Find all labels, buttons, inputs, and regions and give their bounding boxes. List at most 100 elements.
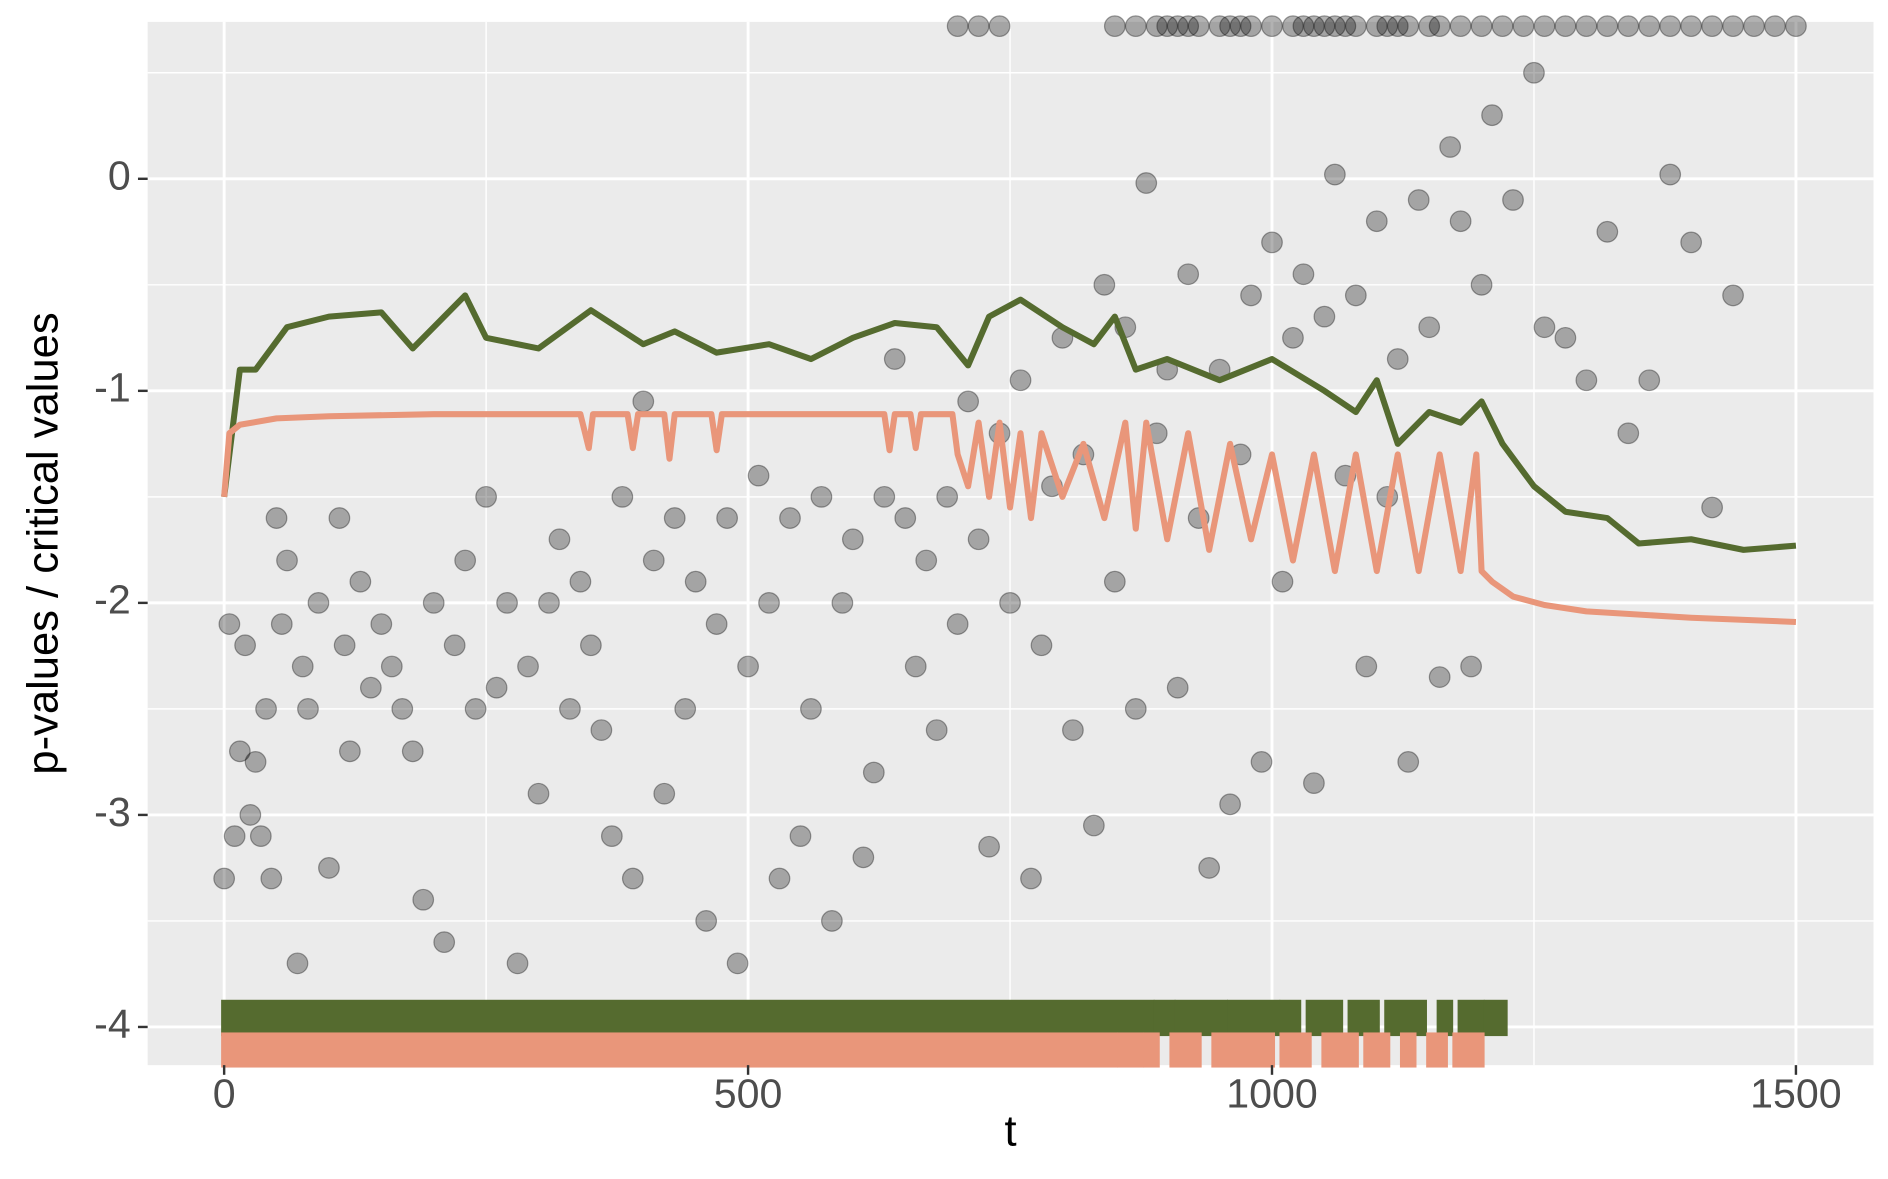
point	[1397, 751, 1420, 773]
y-tick-label: 0	[108, 153, 131, 199]
point	[249, 825, 272, 848]
point	[401, 740, 424, 763]
point	[538, 591, 560, 614]
point	[496, 591, 518, 614]
point	[611, 485, 634, 508]
point	[1491, 15, 1514, 38]
point	[1533, 15, 1556, 38]
point	[789, 825, 812, 848]
y-tick-label: -2	[94, 577, 131, 623]
point	[218, 613, 241, 635]
point	[1680, 231, 1703, 254]
rug-mark	[1347, 999, 1380, 1037]
point	[1219, 793, 1241, 816]
point	[1303, 772, 1325, 795]
point	[1187, 15, 1210, 38]
x-tick-label: 0	[213, 1070, 236, 1116]
point	[422, 591, 445, 614]
point	[1365, 15, 1388, 38]
point	[1523, 61, 1545, 84]
rug-mark	[1279, 999, 1302, 1037]
point	[1418, 316, 1441, 339]
point	[1659, 163, 1682, 186]
marks	[213, 15, 1807, 1068]
point	[1533, 316, 1556, 339]
point	[1240, 15, 1262, 38]
point	[904, 655, 927, 678]
point	[1407, 189, 1430, 211]
point	[380, 655, 403, 678]
point	[1397, 15, 1420, 38]
point	[684, 570, 707, 593]
point	[747, 464, 770, 487]
x-tick-label: 1000	[1226, 1070, 1317, 1116]
point	[213, 867, 236, 890]
point	[1344, 284, 1367, 307]
point	[1680, 15, 1703, 38]
point	[967, 15, 990, 38]
rug-mark	[1457, 999, 1485, 1037]
point	[726, 952, 749, 975]
point	[674, 698, 697, 720]
rug-mark	[1384, 999, 1427, 1037]
point	[359, 676, 382, 699]
point	[1470, 273, 1493, 296]
point	[223, 825, 246, 848]
point	[1638, 15, 1661, 38]
point	[1617, 422, 1640, 445]
point	[695, 910, 718, 932]
rug-mark	[1305, 999, 1344, 1037]
point	[307, 591, 330, 614]
point	[1481, 104, 1503, 127]
point	[821, 910, 843, 932]
point	[1124, 698, 1147, 720]
point	[1460, 655, 1482, 678]
point	[1124, 15, 1147, 38]
point	[1271, 570, 1294, 593]
point	[1020, 867, 1042, 890]
point	[883, 348, 906, 370]
point	[517, 655, 539, 678]
point	[663, 507, 686, 529]
point	[1365, 210, 1388, 233]
point	[1449, 15, 1472, 38]
point	[852, 846, 875, 869]
point	[464, 698, 487, 720]
point	[1659, 15, 1682, 38]
point	[265, 507, 288, 529]
point	[1355, 655, 1378, 678]
point	[1166, 15, 1189, 38]
point	[1177, 15, 1200, 38]
point	[768, 867, 791, 890]
point	[1229, 15, 1252, 38]
point	[1439, 136, 1462, 158]
point	[328, 507, 351, 529]
point	[1323, 15, 1346, 38]
point	[873, 485, 896, 508]
point	[1156, 15, 1179, 38]
point	[1062, 719, 1084, 741]
point	[485, 676, 508, 699]
point	[1722, 15, 1744, 38]
point	[454, 549, 477, 572]
point	[1135, 172, 1158, 194]
point	[925, 719, 948, 741]
point	[1575, 369, 1598, 392]
point	[443, 634, 466, 657]
point	[716, 507, 739, 529]
point	[1082, 814, 1105, 837]
point	[1386, 348, 1409, 370]
point	[1145, 15, 1168, 38]
point	[255, 698, 277, 720]
rug-mark	[1321, 1032, 1359, 1068]
point	[1282, 15, 1304, 38]
y-tick-label: -4	[94, 1001, 131, 1047]
rug-mark	[1279, 1032, 1312, 1068]
point	[1198, 857, 1221, 879]
point	[621, 867, 644, 890]
point	[1323, 163, 1346, 186]
point	[1638, 369, 1661, 392]
point	[1344, 15, 1367, 38]
point	[412, 888, 435, 911]
